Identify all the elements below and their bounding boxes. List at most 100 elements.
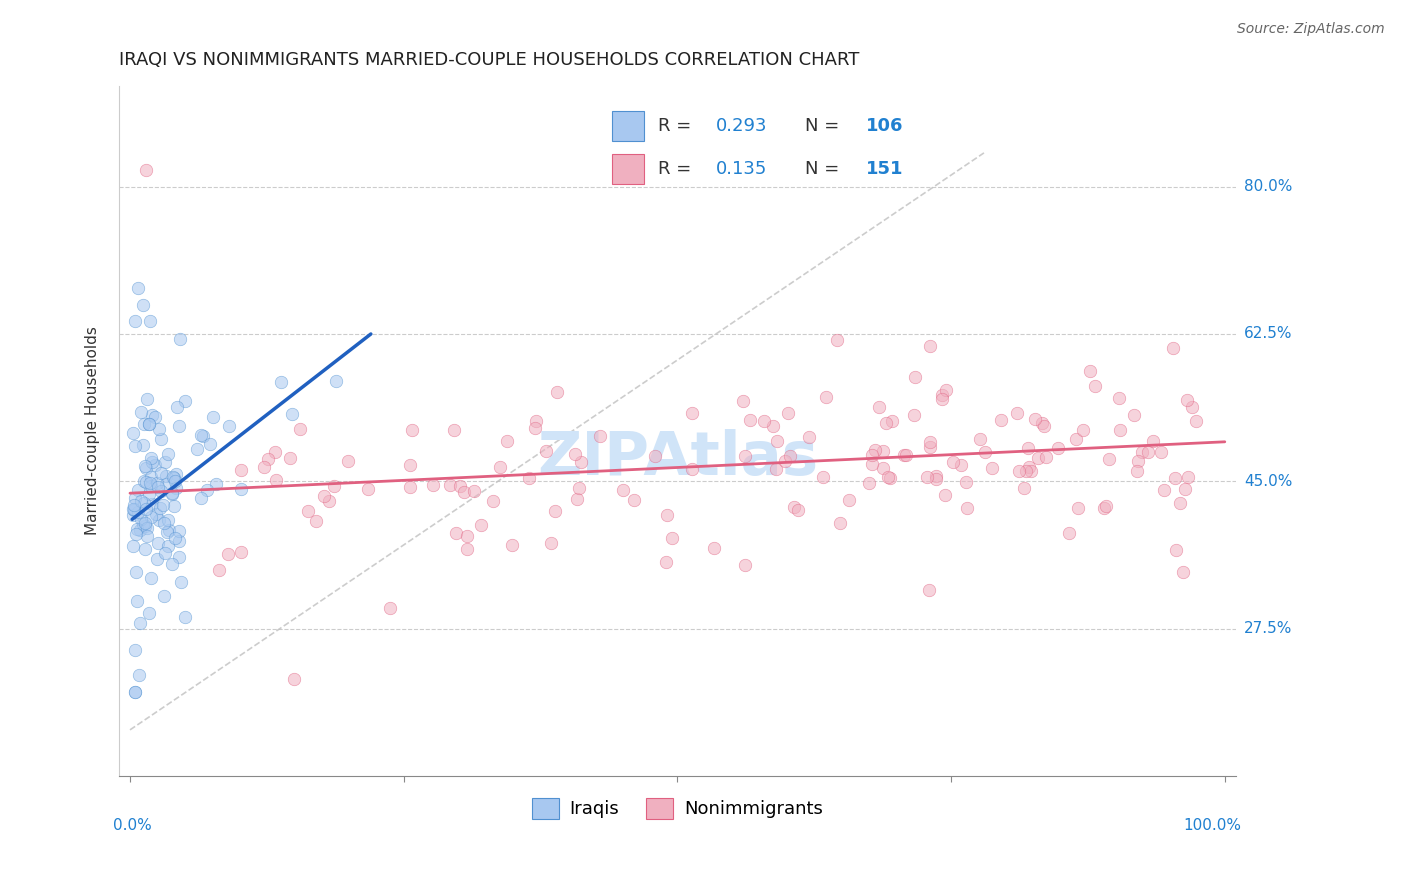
Point bbox=[190, 427, 212, 442]
Point bbox=[1071, 423, 1094, 437]
Point bbox=[129, 512, 152, 526]
Point bbox=[567, 491, 589, 506]
Point bbox=[128, 523, 150, 537]
Point bbox=[872, 444, 894, 458]
Point bbox=[135, 461, 157, 475]
Point bbox=[134, 519, 156, 533]
Point bbox=[166, 400, 188, 414]
Point bbox=[1094, 499, 1116, 513]
Point bbox=[191, 429, 214, 443]
Point bbox=[1019, 464, 1042, 478]
Point bbox=[752, 413, 775, 427]
Point bbox=[124, 685, 146, 699]
Point bbox=[165, 531, 187, 545]
Point bbox=[862, 448, 884, 462]
Point bbox=[918, 582, 941, 597]
Point bbox=[229, 545, 252, 559]
Point bbox=[1024, 412, 1046, 426]
Point bbox=[1149, 444, 1171, 458]
Point bbox=[139, 509, 162, 524]
Point bbox=[128, 668, 150, 682]
Point bbox=[1064, 432, 1087, 446]
Point bbox=[918, 435, 941, 450]
Point bbox=[903, 409, 925, 423]
Point bbox=[444, 525, 467, 540]
Point bbox=[523, 421, 546, 435]
Point bbox=[1137, 445, 1160, 459]
Point bbox=[160, 487, 183, 501]
Point bbox=[141, 408, 163, 422]
Text: IRAQI VS NONIMMIGRANTS MARRIED-COUPLE HOUSEHOLDS CORRELATION CHART: IRAQI VS NONIMMIGRANTS MARRIED-COUPLE HO… bbox=[120, 51, 859, 69]
Point bbox=[588, 429, 610, 443]
Point bbox=[401, 424, 423, 438]
Point bbox=[860, 457, 883, 471]
Y-axis label: Married-couple Households: Married-couple Households bbox=[86, 326, 100, 535]
Point bbox=[1163, 470, 1185, 484]
Point bbox=[136, 392, 159, 406]
Point bbox=[765, 462, 787, 476]
Point bbox=[569, 455, 592, 469]
Point bbox=[934, 488, 956, 502]
Point bbox=[135, 475, 157, 489]
Point bbox=[399, 458, 422, 473]
Point bbox=[125, 522, 148, 536]
Point bbox=[456, 529, 478, 543]
Point bbox=[915, 470, 938, 484]
Point bbox=[681, 406, 703, 420]
Point bbox=[157, 523, 180, 537]
Point bbox=[283, 673, 305, 687]
Point bbox=[655, 555, 678, 569]
Point bbox=[974, 444, 997, 458]
Point bbox=[122, 502, 145, 516]
Point bbox=[122, 508, 145, 522]
Point bbox=[195, 483, 218, 497]
Point bbox=[323, 479, 346, 493]
Point bbox=[738, 413, 761, 427]
Point bbox=[124, 439, 146, 453]
Point bbox=[378, 600, 401, 615]
Point bbox=[122, 539, 145, 553]
Text: ZIPAtlas: ZIPAtlas bbox=[537, 429, 818, 488]
Point bbox=[138, 417, 160, 432]
Point bbox=[122, 503, 145, 517]
Point bbox=[1007, 406, 1029, 420]
Point bbox=[169, 332, 191, 346]
Point bbox=[143, 458, 166, 472]
Point bbox=[122, 426, 145, 441]
Point bbox=[815, 390, 838, 404]
Point bbox=[517, 471, 540, 485]
Point bbox=[1175, 393, 1198, 408]
Point bbox=[501, 538, 523, 552]
Point bbox=[264, 473, 287, 487]
Point bbox=[925, 468, 948, 483]
Point bbox=[931, 387, 953, 401]
Point bbox=[872, 461, 894, 475]
Point bbox=[278, 451, 301, 466]
Point bbox=[138, 417, 160, 432]
Point bbox=[149, 467, 172, 481]
Point bbox=[160, 486, 183, 500]
Point bbox=[124, 643, 146, 657]
Point bbox=[1142, 434, 1164, 449]
Text: Source: ZipAtlas.com: Source: ZipAtlas.com bbox=[1237, 22, 1385, 37]
Point bbox=[252, 460, 274, 475]
Text: 27.5%: 27.5% bbox=[1244, 622, 1292, 636]
Point bbox=[567, 481, 589, 495]
Point bbox=[1132, 444, 1154, 458]
Point bbox=[838, 493, 860, 508]
Point bbox=[1066, 501, 1088, 516]
Point bbox=[969, 433, 991, 447]
Point bbox=[122, 502, 145, 516]
Point bbox=[170, 574, 193, 589]
Point bbox=[931, 392, 953, 406]
Point bbox=[779, 450, 801, 464]
Point bbox=[766, 434, 789, 449]
Point bbox=[165, 474, 187, 488]
Point bbox=[167, 534, 190, 549]
Point bbox=[139, 571, 162, 585]
Point bbox=[135, 501, 157, 516]
Point bbox=[148, 422, 170, 436]
Point bbox=[281, 407, 304, 421]
Point bbox=[482, 494, 505, 508]
Point bbox=[783, 500, 806, 514]
